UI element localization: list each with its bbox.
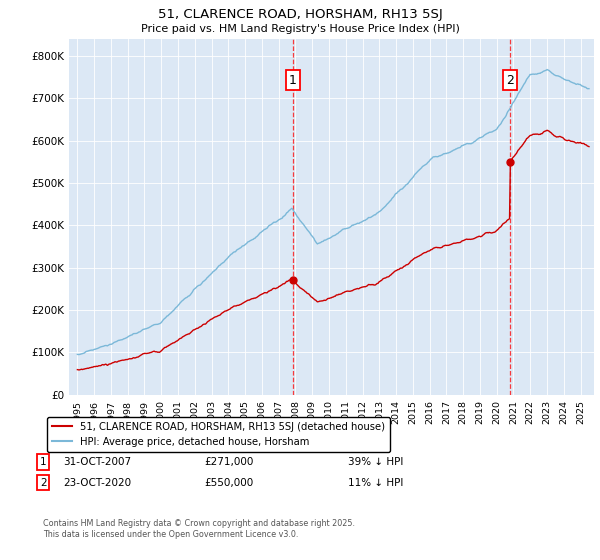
Text: 2: 2: [40, 478, 47, 488]
Text: 31-OCT-2007: 31-OCT-2007: [63, 457, 131, 467]
Text: £271,000: £271,000: [204, 457, 253, 467]
Text: 1: 1: [40, 457, 47, 467]
Text: Contains HM Land Registry data © Crown copyright and database right 2025.
This d: Contains HM Land Registry data © Crown c…: [43, 520, 355, 539]
Text: 23-OCT-2020: 23-OCT-2020: [63, 478, 131, 488]
Text: £550,000: £550,000: [204, 478, 253, 488]
Text: Price paid vs. HM Land Registry's House Price Index (HPI): Price paid vs. HM Land Registry's House …: [140, 24, 460, 34]
Text: 11% ↓ HPI: 11% ↓ HPI: [348, 478, 403, 488]
Text: 51, CLARENCE ROAD, HORSHAM, RH13 5SJ: 51, CLARENCE ROAD, HORSHAM, RH13 5SJ: [158, 8, 442, 21]
Legend: 51, CLARENCE ROAD, HORSHAM, RH13 5SJ (detached house), HPI: Average price, detac: 51, CLARENCE ROAD, HORSHAM, RH13 5SJ (de…: [47, 417, 390, 451]
Text: 39% ↓ HPI: 39% ↓ HPI: [348, 457, 403, 467]
Text: 1: 1: [289, 73, 296, 87]
Text: 2: 2: [506, 73, 514, 87]
